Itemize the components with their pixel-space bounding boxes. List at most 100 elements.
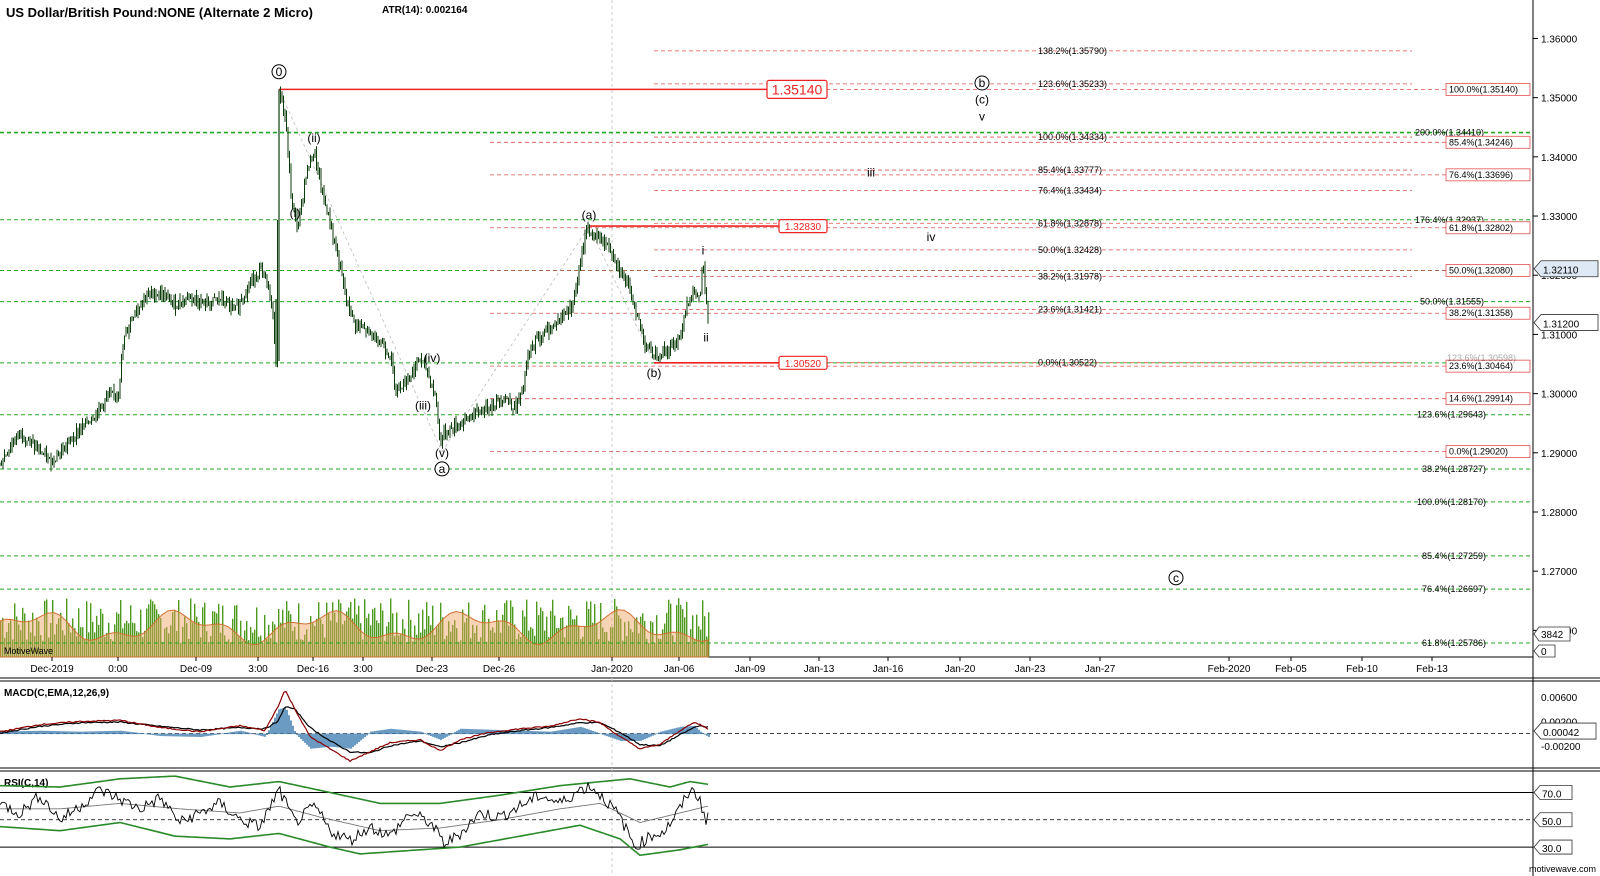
macd-histogram-bar <box>206 733 208 737</box>
volume-bar <box>78 608 80 657</box>
volume-bar <box>434 634 436 657</box>
volume-bar <box>522 610 524 657</box>
brand-watermark: MotiveWave <box>4 646 53 656</box>
volume-bar <box>140 609 142 657</box>
volume-bar <box>486 641 488 657</box>
volume-bar <box>230 642 232 657</box>
macd-histogram-bar <box>154 733 156 736</box>
macd-histogram-bar <box>340 733 342 748</box>
macd-histogram-bar <box>118 730 120 735</box>
red-fib-label: 23.6%(1.30464) <box>1449 361 1513 371</box>
macd-histogram-bar <box>642 733 644 741</box>
volume-bar <box>670 603 672 657</box>
macd-histogram-bar <box>112 730 114 735</box>
volume-bar <box>702 600 704 657</box>
macd-histogram-bar <box>72 731 74 735</box>
volume-bar <box>500 632 502 657</box>
volume-bar <box>338 599 340 657</box>
macd-histogram-bar <box>324 733 326 748</box>
red-fib-label: 14.6%(1.29914) <box>1449 394 1513 404</box>
macd-histogram-bar <box>90 731 92 735</box>
price-candles <box>0 86 709 472</box>
macd-histogram-bar <box>630 733 632 741</box>
volume-bar <box>366 618 368 657</box>
rsi-upper-band <box>0 775 709 805</box>
macd-y-tick-label: 0.00600 <box>1541 693 1578 704</box>
macd-histogram-bar <box>678 727 680 735</box>
volume-bar <box>488 618 490 657</box>
volume-bar <box>426 602 428 657</box>
volume-bar <box>22 607 24 657</box>
macd-histogram-bar <box>18 731 20 735</box>
x-tick-label: Jan-16 <box>873 664 904 675</box>
macd-histogram-bar <box>418 731 420 735</box>
volume-bar <box>376 620 378 657</box>
macd-value-label: 0.00042 <box>1543 728 1580 739</box>
volume-bar <box>48 637 50 657</box>
macd-histogram-bar <box>614 733 616 739</box>
volume-bar <box>44 600 46 657</box>
wave-label: (a) <box>582 208 597 222</box>
macd-histogram-bar <box>422 732 424 735</box>
macd-histogram-bar <box>686 726 688 735</box>
volume-bar <box>224 635 226 657</box>
volume-bar <box>148 604 150 657</box>
volume-tag <box>1533 626 1571 642</box>
volume-bar <box>600 603 602 657</box>
x-tick-label: Dec-2019 <box>30 664 74 675</box>
volume-bar <box>350 601 352 657</box>
fib-label-box <box>1445 392 1531 406</box>
volume-bar <box>178 599 180 657</box>
wave-label: iv <box>927 230 936 244</box>
volume-bar <box>288 610 290 657</box>
volume-bar <box>76 636 78 657</box>
rsi-y-tick-label: 30.0 <box>1542 844 1562 855</box>
volume-bar <box>696 614 698 657</box>
red-fib-label: 85.4%(1.34246) <box>1449 137 1513 147</box>
macd-histogram-bar <box>410 730 412 735</box>
volume-bar <box>316 618 318 657</box>
volume-bar <box>192 622 194 657</box>
volume-bar <box>322 624 324 657</box>
volume-bar <box>666 612 668 657</box>
volume-bar <box>314 626 316 657</box>
volume-bar <box>452 624 454 657</box>
volume-bar <box>536 601 538 657</box>
macd-histogram-bar <box>42 730 44 735</box>
volume-bar <box>256 607 258 657</box>
macd-histogram-bar <box>596 732 598 735</box>
macd-histogram-bar <box>602 733 604 735</box>
wave-label: (i) <box>290 206 301 220</box>
macd-histogram-bar <box>176 733 178 737</box>
volume-bar <box>94 632 96 657</box>
volume-bar <box>448 621 450 657</box>
macd-histogram-bar <box>452 733 454 735</box>
volume-bar <box>398 635 400 657</box>
green-fib-label: 176.4%(1.32937) <box>1415 215 1484 225</box>
volume-bar <box>548 637 550 657</box>
macd-histogram-bar <box>228 732 230 735</box>
volume-bar <box>20 630 22 657</box>
macd-histogram-bar <box>294 730 296 735</box>
volume-bar <box>698 626 700 657</box>
macd-histogram-bar <box>540 731 542 735</box>
macd-histogram-bar <box>254 733 256 735</box>
macd-histogram-bar <box>478 729 480 735</box>
fib-label-box <box>1445 135 1531 149</box>
volume-bar <box>64 635 66 657</box>
macd-histogram-bar <box>314 733 316 749</box>
volume-bar <box>14 603 16 657</box>
macd-histogram-bar <box>212 733 214 736</box>
volume-bar <box>428 616 430 657</box>
macd-histogram-bar <box>536 731 538 735</box>
macd-histogram-bar <box>518 730 520 735</box>
macd-histogram-bar <box>594 731 596 735</box>
macd-histogram-bar <box>256 733 258 735</box>
green-fib-label: 85.4%(1.27259) <box>1422 551 1486 561</box>
macd-histogram-bar <box>232 731 234 735</box>
macd-histogram-bar <box>320 733 322 748</box>
macd-histogram-bar <box>146 733 148 735</box>
volume-bar <box>668 599 670 657</box>
macd-histogram-bar <box>126 731 128 735</box>
